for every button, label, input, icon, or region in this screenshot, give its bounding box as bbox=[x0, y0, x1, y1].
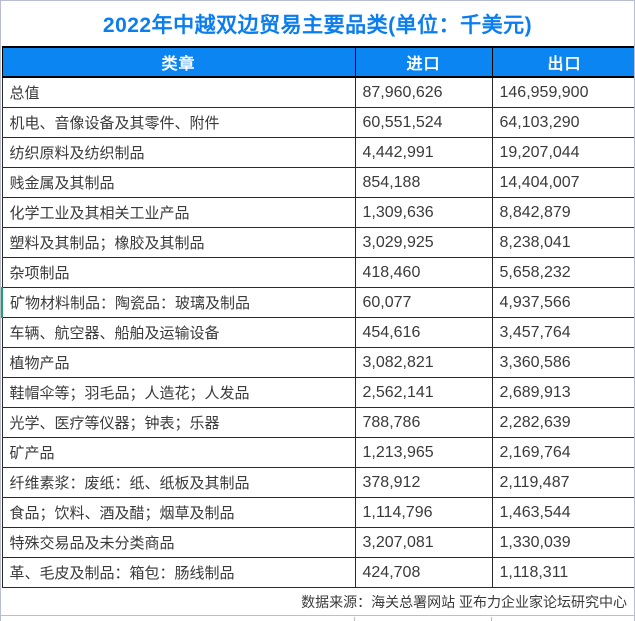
column-header-import: 进口 bbox=[354, 46, 493, 78]
cropped-next-row bbox=[1, 617, 634, 621]
export-cell: 2,282,639 bbox=[491, 407, 634, 438]
import-cell: 854,188 bbox=[354, 167, 493, 198]
table-body: 总值 87,960,626 146,959,900 机电、音像设备及其零件、附件 60,… bbox=[1, 76, 634, 588]
import-cell: 3,082,821 bbox=[354, 347, 493, 378]
data-source-note: 数据来源：海关总署网站 亚布力企业家论坛研究中心 bbox=[301, 593, 627, 610]
import-cell: 454,616 bbox=[354, 317, 493, 348]
export-cell: 8,238,041 bbox=[491, 227, 634, 258]
import-cell: 378,912 bbox=[354, 467, 493, 498]
category-cell: 食品；饮料、酒及醋；烟草及制品 bbox=[1, 497, 356, 528]
import-cell: 2,562,141 bbox=[354, 377, 493, 408]
category-cell: 光学、医疗等仪器；钟表；乐器 bbox=[1, 407, 356, 438]
export-cell: 3,360,586 bbox=[491, 347, 634, 378]
import-cell: 1,309,636 bbox=[354, 197, 493, 228]
export-cell: 146,959,900 bbox=[491, 76, 634, 108]
import-cell: 424,708 bbox=[354, 557, 493, 588]
category-cell: 杂项制品 bbox=[1, 257, 356, 288]
table-row: 塑料及其制品；橡胶及其制品 3,029,925 8,238,041 bbox=[1, 227, 634, 258]
header-row: 类章 进口 出口 bbox=[1, 46, 634, 78]
page-title: 2022年中越双边贸易主要品类(单位：千美元) bbox=[102, 13, 533, 37]
export-cell: 5,658,232 bbox=[491, 257, 634, 288]
table-row: 车辆、航空器、船舶及运输设备 454,616 3,457,764 bbox=[1, 317, 634, 348]
export-cell: 14,404,007 bbox=[491, 167, 634, 198]
column-header-category: 类章 bbox=[1, 46, 356, 78]
export-cell: 1,330,039 bbox=[491, 527, 634, 558]
table-row: 鞋帽伞等；羽毛品；人造花；人发品 2,562,141 2,689,913 bbox=[1, 377, 634, 408]
table-row: 总值 87,960,626 146,959,900 bbox=[1, 76, 634, 108]
export-cell: 2,169,764 bbox=[491, 437, 634, 468]
table-row: 纤维素浆：废纸：纸、纸板及其制品 378,912 2,119,487 bbox=[1, 467, 634, 498]
category-cell: 纤维素浆：废纸：纸、纸板及其制品 bbox=[1, 467, 356, 498]
category-cell: 特殊交易品及未分类商品 bbox=[1, 527, 356, 558]
table-row: 矿物材料制品：陶瓷品：玻璃及制品 60,077 4,937,566 bbox=[1, 287, 634, 318]
import-cell: 3,029,925 bbox=[354, 227, 493, 258]
import-cell: 60,077 bbox=[354, 287, 493, 318]
table-row: 特殊交易品及未分类商品 3,207,081 1,330,039 bbox=[1, 527, 634, 558]
category-cell: 矿产品 bbox=[1, 437, 356, 468]
export-cell: 4,937,566 bbox=[491, 287, 634, 318]
category-cell: 总值 bbox=[1, 76, 356, 108]
category-cell: 机电、音像设备及其零件、附件 bbox=[1, 107, 356, 138]
export-cell: 2,689,913 bbox=[491, 377, 634, 408]
column-border-tick bbox=[491, 617, 492, 621]
category-cell: 塑料及其制品；橡胶及其制品 bbox=[1, 227, 356, 258]
export-cell: 1,463,544 bbox=[491, 497, 634, 528]
table-row: 食品；饮料、酒及醋；烟草及制品 1,114,796 1,463,544 bbox=[1, 497, 634, 528]
import-cell: 4,442,991 bbox=[354, 137, 493, 168]
table-row: 纺织原料及纺织制品 4,442,991 19,207,044 bbox=[1, 137, 634, 168]
category-cell: 植物产品 bbox=[1, 347, 356, 378]
category-cell: 车辆、航空器、船舶及运输设备 bbox=[1, 317, 356, 348]
table-row: 植物产品 3,082,821 3,360,586 bbox=[1, 347, 634, 378]
column-header-export: 出口 bbox=[491, 46, 634, 78]
category-cell: 纺织原料及纺织制品 bbox=[1, 137, 356, 168]
table-header: 类章 进口 出口 bbox=[1, 46, 634, 78]
table-row: 矿产品 1,213,965 2,169,764 bbox=[1, 437, 634, 468]
footer-bar: 数据来源：海关总署网站 亚布力企业家论坛研究中心 bbox=[1, 588, 634, 616]
category-cell: 贱金属及其制品 bbox=[1, 167, 356, 198]
title-bar: 2022年中越双边贸易主要品类(单位：千美元) bbox=[1, 1, 634, 46]
export-cell: 19,207,044 bbox=[491, 137, 634, 168]
import-cell: 788,786 bbox=[354, 407, 493, 438]
table-row: 革、毛皮及制品：箱包：肠线制品 424,708 1,118,311 bbox=[1, 557, 634, 588]
category-cell: 革、毛皮及制品：箱包：肠线制品 bbox=[1, 557, 356, 588]
import-cell: 3,207,081 bbox=[354, 527, 493, 558]
column-border-tick bbox=[354, 617, 355, 621]
export-cell: 64,103,290 bbox=[491, 107, 634, 138]
trade-table: 类章 进口 出口 总值 87,960,626 146,959,900 机电、音像设备及… bbox=[1, 46, 634, 588]
import-cell: 87,960,626 bbox=[354, 76, 493, 108]
import-cell: 418,460 bbox=[354, 257, 493, 288]
category-cell: 矿物材料制品：陶瓷品：玻璃及制品 bbox=[1, 287, 356, 318]
table-row: 化学工业及其相关工业产品 1,309,636 8,842,879 bbox=[1, 197, 634, 228]
import-cell: 1,114,796 bbox=[354, 497, 493, 528]
export-cell: 1,118,311 bbox=[491, 557, 634, 588]
category-cell: 化学工业及其相关工业产品 bbox=[1, 197, 356, 228]
table-row: 光学、医疗等仪器；钟表；乐器 788,786 2,282,639 bbox=[1, 407, 634, 438]
import-cell: 60,551,524 bbox=[354, 107, 493, 138]
table-row: 贱金属及其制品 854,188 14,404,007 bbox=[1, 167, 634, 198]
table-row: 杂项制品 418,460 5,658,232 bbox=[1, 257, 634, 288]
import-cell: 1,213,965 bbox=[354, 437, 493, 468]
export-cell: 8,842,879 bbox=[491, 197, 634, 228]
export-cell: 3,457,764 bbox=[491, 317, 634, 348]
table-row: 机电、音像设备及其零件、附件 60,551,524 64,103,290 bbox=[1, 107, 634, 138]
category-cell: 鞋帽伞等；羽毛品；人造花；人发品 bbox=[1, 377, 356, 408]
export-cell: 2,119,487 bbox=[491, 467, 634, 498]
